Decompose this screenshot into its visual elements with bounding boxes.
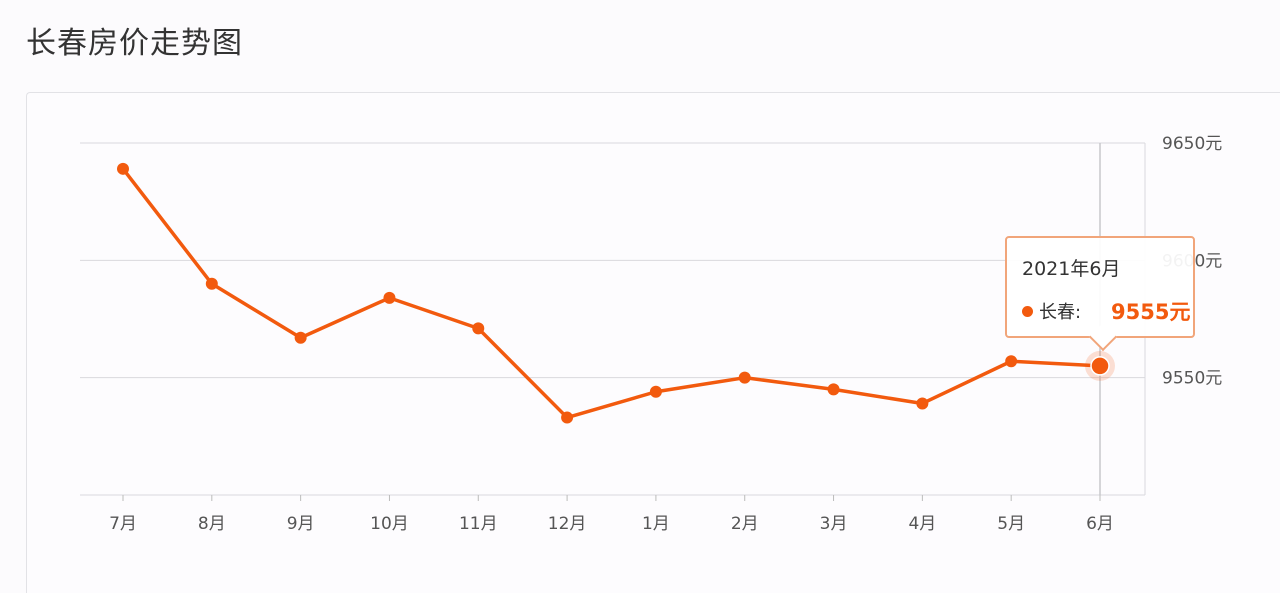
x-tick-label: 5月 [997, 514, 1025, 534]
data-point[interactable] [649, 385, 662, 398]
data-point[interactable] [1005, 355, 1018, 368]
series-line [121, 167, 1101, 420]
data-point[interactable] [205, 277, 218, 290]
data-point-highlighted[interactable] [1090, 356, 1110, 376]
x-tick-label: 4月 [908, 514, 936, 534]
data-point[interactable] [117, 162, 129, 175]
x-axis-ticks: 7月 8月 9月 10月 11月 12月 1月 2月 3月 4月 5月 6月 [109, 495, 1114, 534]
x-tick-label: 1月 [642, 514, 670, 534]
data-point[interactable] [738, 371, 751, 384]
tooltip: 2021年6月 长春: 9555元 [1005, 236, 1195, 338]
y-tick-label: 9550元 [1162, 369, 1222, 389]
x-tick-label: 12月 [548, 514, 587, 534]
data-point[interactable] [561, 411, 574, 424]
x-tick-label: 11月 [459, 514, 498, 534]
data-point[interactable] [916, 397, 929, 410]
data-point[interactable] [827, 383, 840, 396]
x-tick-label: 8月 [198, 514, 226, 534]
series-layer [117, 162, 1115, 424]
data-point[interactable] [472, 322, 485, 335]
x-tick-label: 2月 [731, 514, 759, 534]
page-title: 长春房价走势图 [26, 26, 243, 61]
data-point[interactable] [294, 331, 307, 344]
y-tick-label: 9650元 [1162, 134, 1222, 154]
x-tick-label: 7月 [109, 514, 137, 534]
data-point[interactable] [383, 291, 396, 304]
x-tick-label: 10月 [370, 514, 409, 534]
grid-layer [80, 142, 1146, 496]
tooltip-series-label: 长春: [1039, 302, 1082, 323]
x-tick-label: 3月 [820, 514, 848, 534]
x-tick-label: 9月 [287, 514, 315, 534]
x-tick-label: 6月 [1086, 514, 1114, 534]
chart-card [26, 92, 1280, 593]
tooltip-title: 2021年6月 [1022, 258, 1121, 280]
tooltip-series-dot-icon [1022, 306, 1033, 317]
tooltip-value: 9555元 [1111, 300, 1191, 324]
